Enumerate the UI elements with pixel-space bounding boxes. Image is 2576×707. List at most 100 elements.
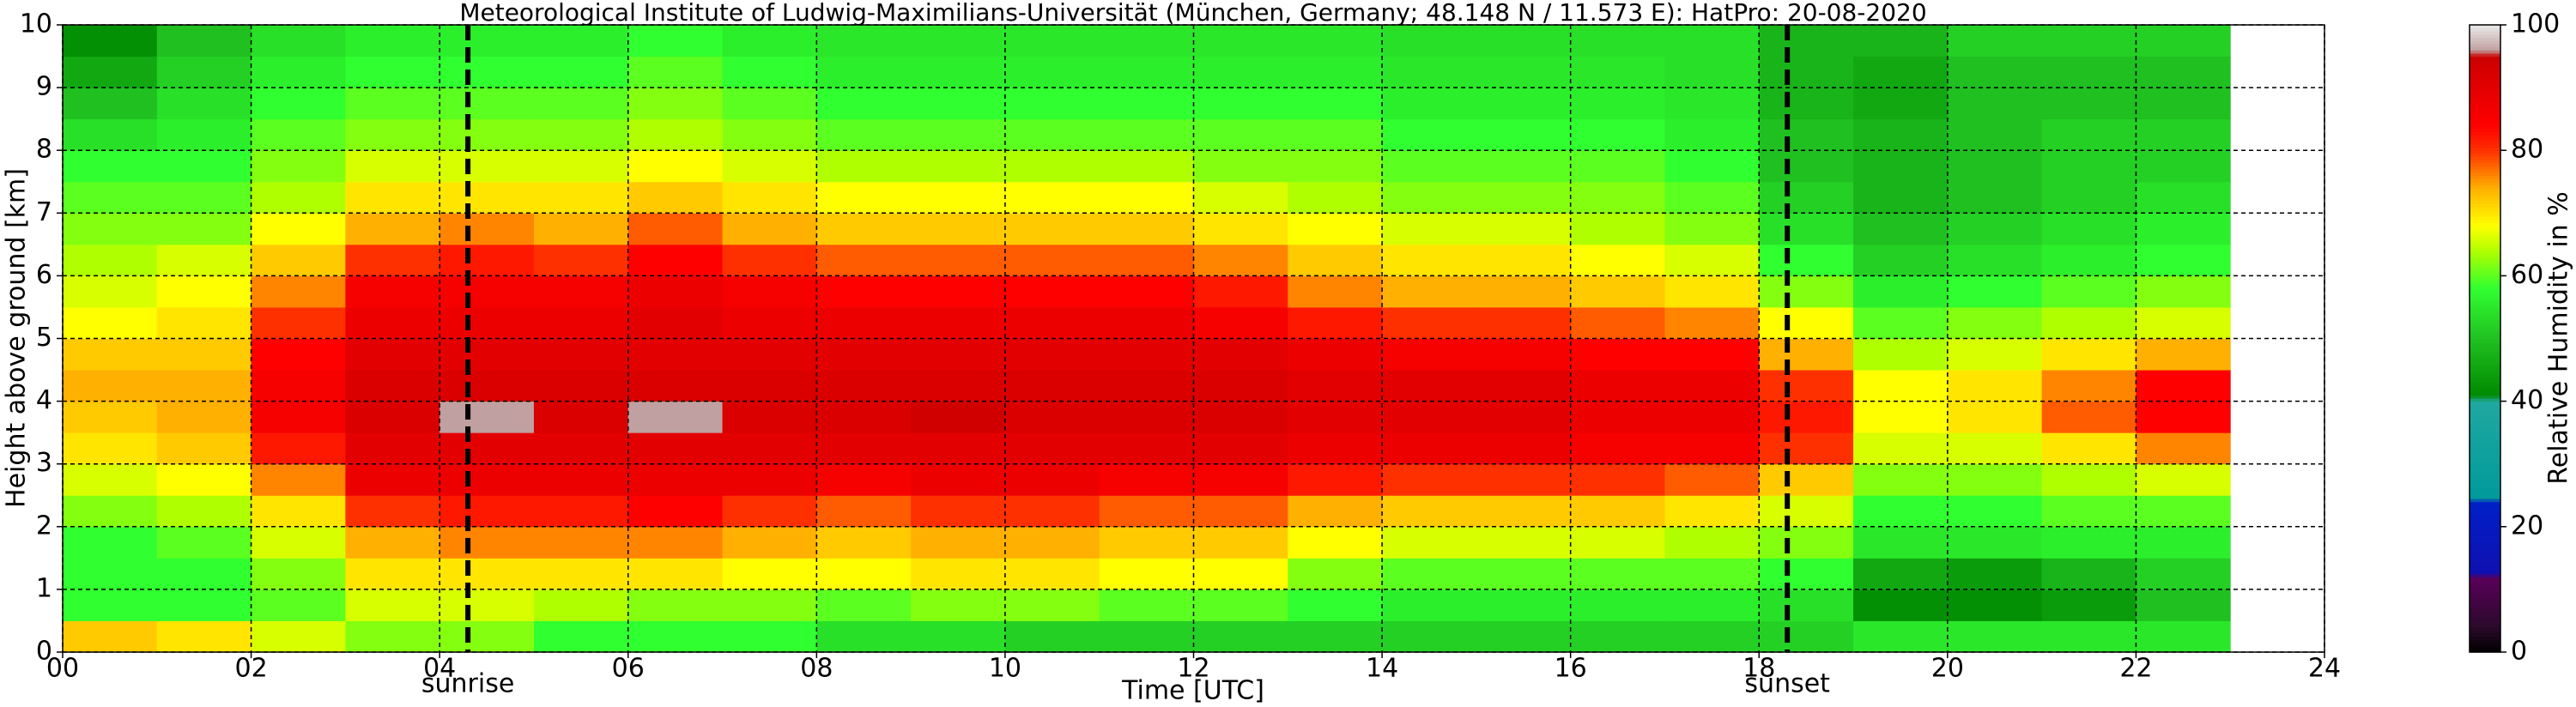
heatmap-cell	[156, 181, 252, 214]
heatmap-cell	[251, 338, 346, 371]
colorbar-segment	[2470, 166, 2500, 170]
heatmap-cell	[722, 432, 817, 465]
heatmap-cell	[722, 181, 817, 214]
heatmap-cell	[1947, 401, 2043, 433]
heatmap-cell	[1947, 370, 2043, 402]
colorbar-segment	[2470, 397, 2500, 402]
heatmap-cell	[439, 25, 535, 57]
heatmap-cell	[533, 370, 629, 402]
heatmap-cell	[533, 150, 629, 183]
heatmap-cell	[1193, 25, 1288, 57]
heatmap-cell	[345, 25, 440, 57]
heatmap-cell	[1664, 181, 1760, 214]
heatmap-cell	[1853, 275, 1949, 308]
heatmap-cell	[2041, 213, 2137, 245]
colorbar-segment	[2470, 225, 2500, 230]
heatmap-cell	[1664, 275, 1760, 308]
heatmap-cell	[627, 370, 724, 402]
heatmap-cell	[1382, 558, 1477, 590]
heatmap-cell	[816, 150, 912, 183]
colorbar-segment	[2470, 269, 2500, 274]
colorbar-segment	[2470, 232, 2500, 236]
heatmap-cell	[1664, 558, 1760, 590]
heatmap-cell	[251, 558, 346, 590]
heatmap-cell	[1759, 25, 1854, 57]
heatmap-cell	[1947, 558, 2043, 590]
x-tick-label: 22	[2119, 654, 2152, 684]
heatmap-cell	[911, 56, 1006, 88]
heatmap-cell	[345, 370, 440, 402]
heatmap-cell	[439, 463, 535, 496]
colorbar-segment	[2470, 586, 2500, 590]
heatmap-cell	[1476, 181, 1572, 214]
colorbar-tick-label: 80	[2511, 135, 2543, 165]
y-tick-label: 6	[36, 260, 52, 290]
heatmap-cell	[1476, 213, 1572, 245]
heatmap-cell	[1099, 150, 1194, 183]
heatmap-cell	[156, 88, 252, 120]
heatmap-cell	[2136, 495, 2231, 528]
heatmap-cell	[1288, 526, 1383, 559]
heatmap-cell	[533, 275, 629, 308]
heatmap-cell	[1947, 88, 2043, 120]
colorbar-segment	[2470, 319, 2500, 323]
colorbar-segment	[2470, 391, 2500, 396]
heatmap-cell	[1759, 620, 1854, 653]
colorbar-segment	[2470, 451, 2500, 456]
heatmap-cell	[63, 526, 158, 559]
x-tick-label: 18	[1743, 654, 1775, 684]
colorbar-segment	[2470, 244, 2500, 249]
heatmap-cell	[1288, 88, 1383, 120]
heatmap-cell	[627, 56, 724, 88]
heatmap-cell	[533, 495, 629, 528]
heatmap-cell	[1004, 118, 1100, 151]
colorbar-segment	[2470, 247, 2500, 251]
heatmap-cell	[722, 150, 817, 183]
heatmap-cell	[722, 401, 817, 433]
x-tick-label: 16	[1555, 654, 1587, 684]
heatmap-cell	[439, 213, 535, 245]
colorbar-segment	[2470, 27, 2500, 32]
heatmap-cell	[1759, 589, 1854, 621]
colorbar-segment	[2470, 444, 2500, 450]
heatmap-cell	[1476, 118, 1572, 151]
heatmap-cell	[1476, 558, 1572, 590]
heatmap-cell	[627, 401, 724, 433]
colorbar-segment	[2470, 109, 2500, 113]
heatmap-cell	[2041, 620, 2137, 653]
colorbar-segment	[2470, 633, 2500, 638]
heatmap-cell	[63, 88, 158, 120]
heatmap-cell	[1004, 56, 1100, 88]
heatmap-cell	[1853, 620, 1949, 653]
heatmap-cell	[1570, 181, 1665, 214]
heatmap-cell	[1947, 432, 2043, 465]
colorbar-segment	[2470, 341, 2500, 346]
colorbar-segment	[2470, 306, 2500, 311]
heatmap-cell	[439, 118, 535, 151]
heatmap-cell	[2136, 370, 2231, 402]
heatmap-cell	[2041, 526, 2137, 559]
heatmap-cell	[2136, 558, 2231, 590]
heatmap-cell	[439, 56, 535, 88]
colorbar-segment	[2470, 71, 2500, 76]
y-axis-label: Height above ground [km]	[2, 168, 32, 508]
heatmap-cell	[2136, 620, 2231, 653]
heatmap-cell	[251, 244, 346, 276]
colorbar-segment	[2470, 426, 2500, 431]
colorbar-segment	[2470, 118, 2500, 123]
colorbar-segment	[2470, 558, 2500, 562]
heatmap-cell	[156, 56, 252, 88]
colorbar-segment	[2470, 463, 2500, 468]
heatmap-cell	[63, 213, 158, 245]
heatmap-cell	[1288, 558, 1383, 590]
heatmap-cell	[1476, 150, 1572, 183]
heatmap-cell	[533, 526, 629, 559]
colorbar-segment	[2470, 605, 2500, 609]
colorbar-segment	[2470, 294, 2500, 299]
heatmap-cell	[63, 495, 158, 528]
colorbar-segment	[2470, 511, 2500, 515]
heatmap-cell	[1759, 88, 1854, 120]
heatmap-cell	[1476, 620, 1572, 653]
heatmap-cell	[1382, 432, 1477, 465]
heatmap-cell	[2136, 401, 2231, 433]
